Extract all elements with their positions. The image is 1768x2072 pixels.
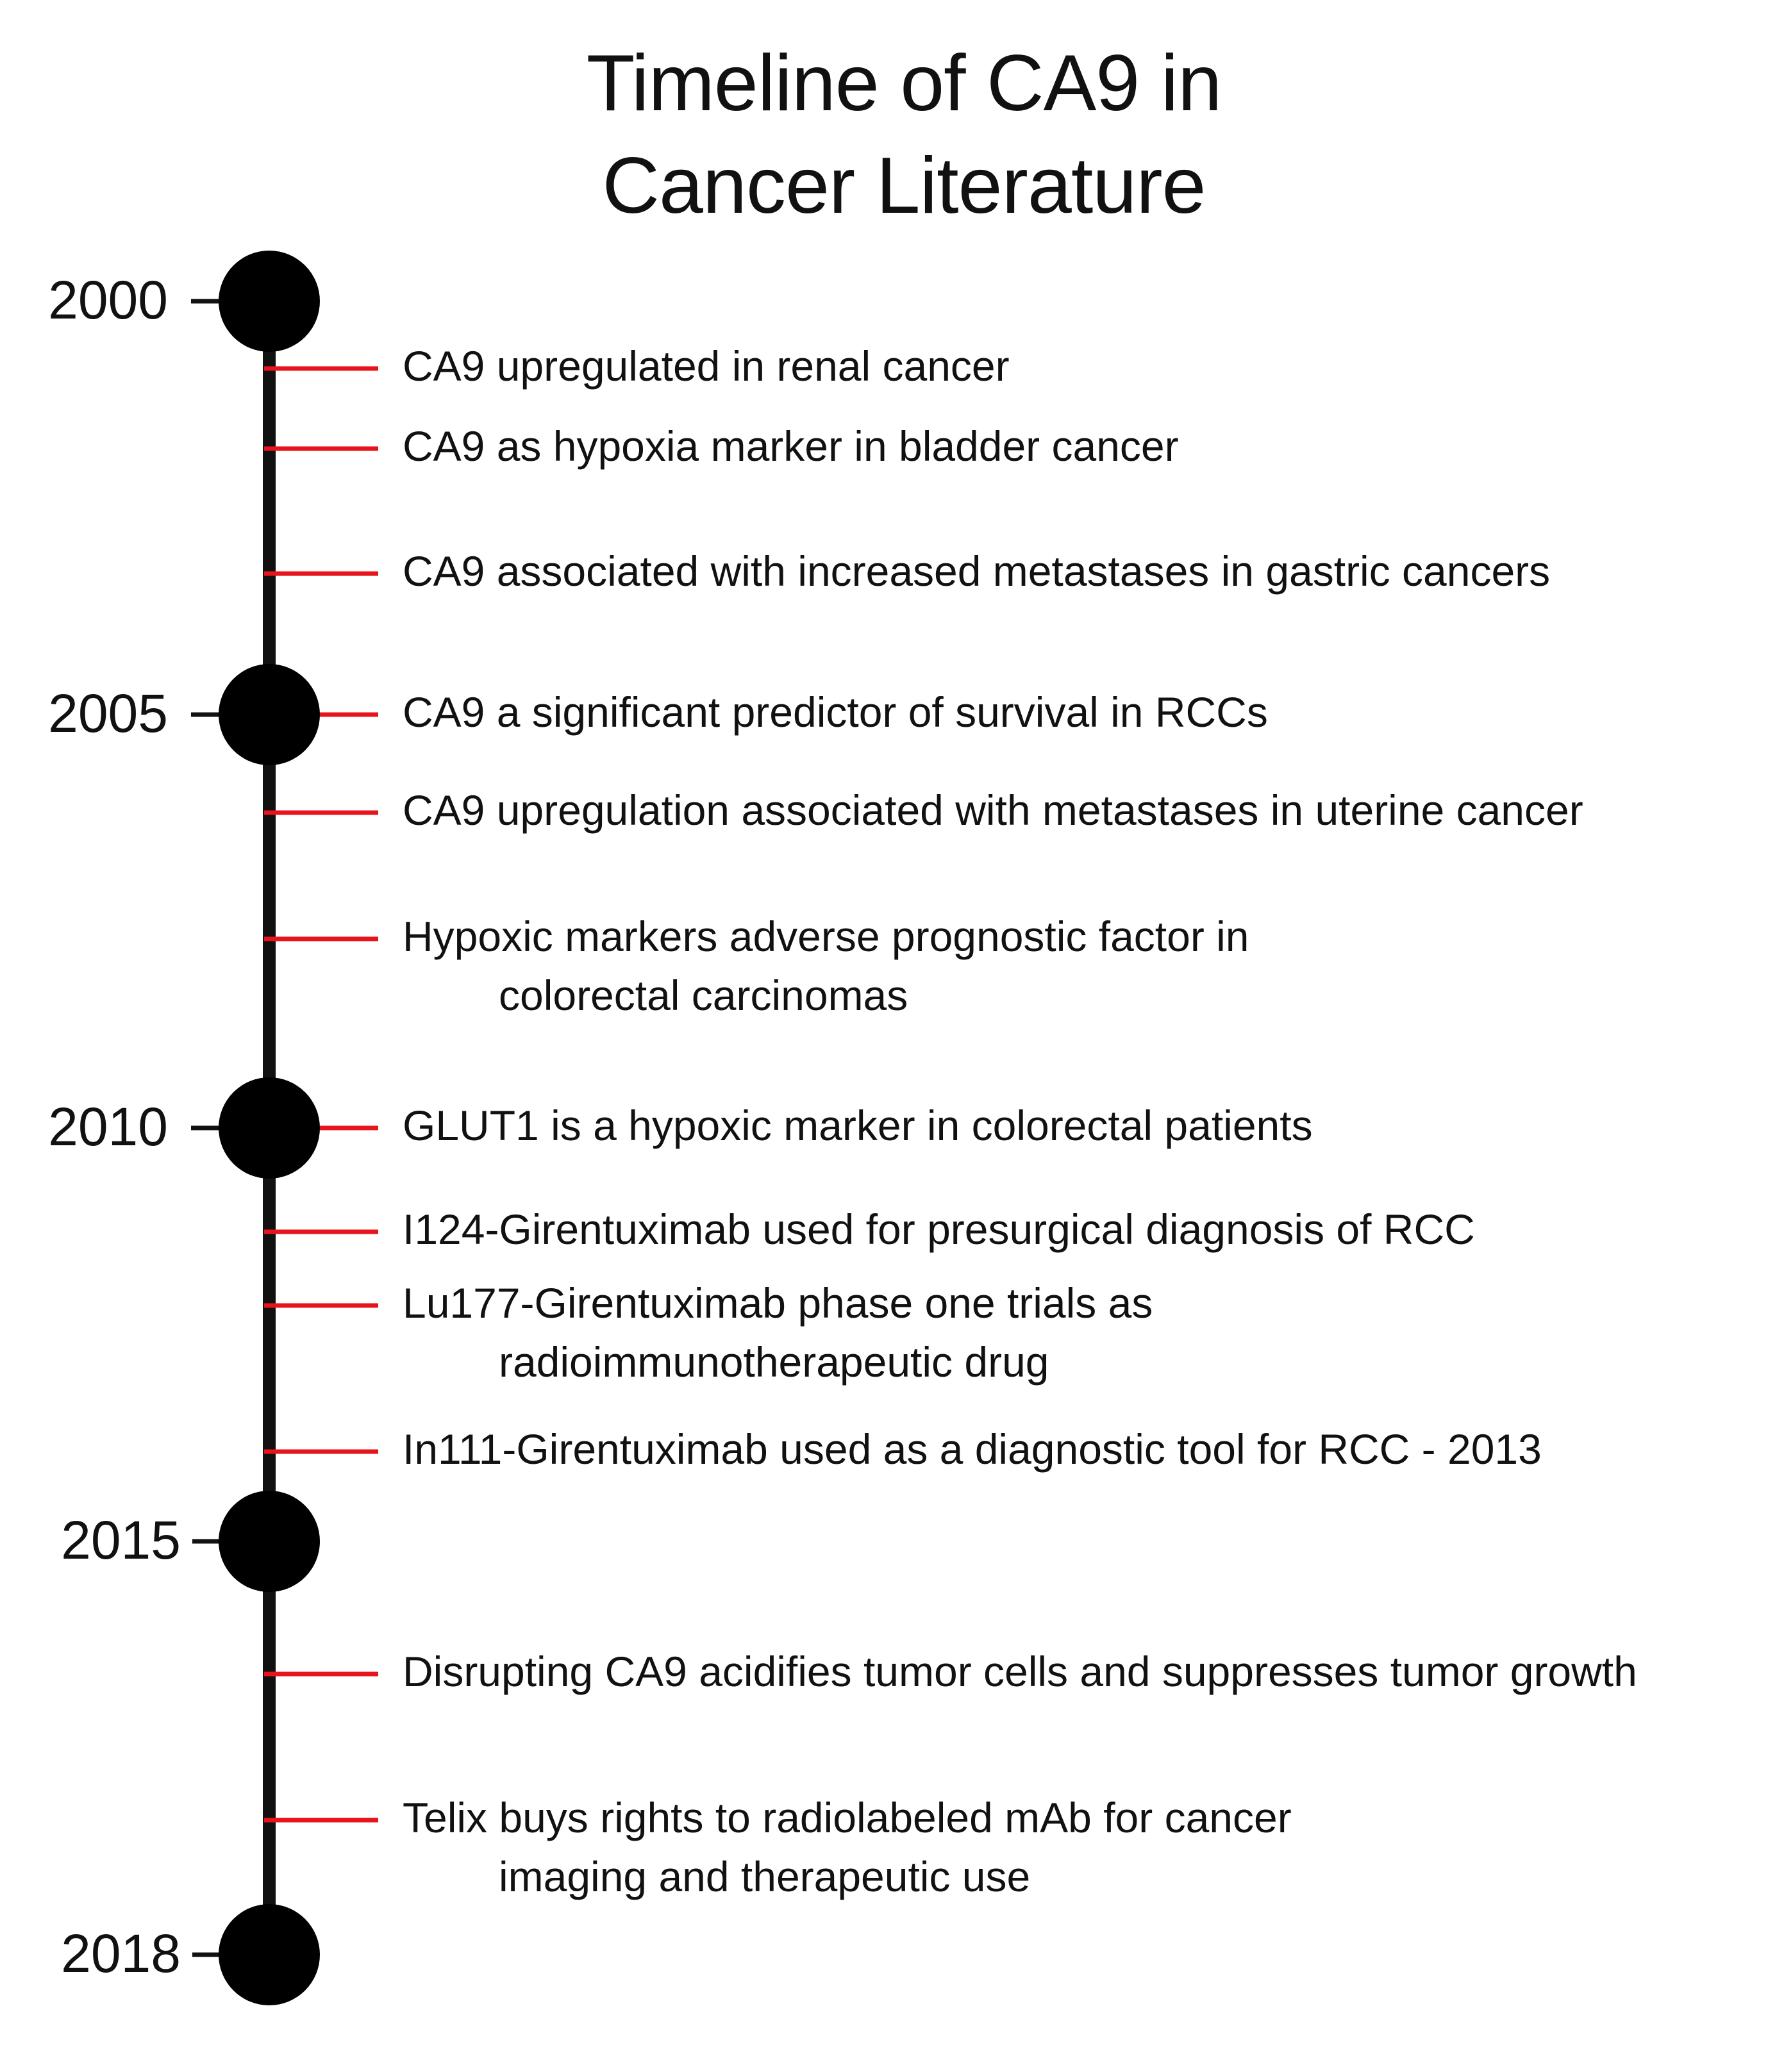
year-label: 2010: [48, 1097, 168, 1157]
year-label: 2000: [48, 270, 168, 330]
event-text-continued: radioimmunotherapeutic drug: [499, 1338, 1049, 1386]
year-label: 2018: [61, 1923, 181, 1984]
event-text: Telix buys rights to radiolabeled mAb fo…: [403, 1794, 1292, 1841]
title-line-2: Cancer Literature: [602, 142, 1206, 230]
event-item: I124-Girentuximab used for presurgical d…: [403, 1200, 1475, 1259]
event-text: CA9 associated with increased metastases…: [403, 547, 1551, 595]
year-label: 2015: [61, 1510, 181, 1570]
year-marker-dot: [219, 251, 320, 352]
event-text: In111-Girentuximab used as a diagnostic …: [403, 1425, 1542, 1473]
event-text: Lu177-Girentuximab phase one trials as: [403, 1279, 1153, 1327]
event-item: Disrupting CA9 acidifies tumor cells and…: [403, 1642, 1637, 1701]
event-text: CA9 upregulation associated with metasta…: [403, 786, 1583, 834]
event-text: CA9 a significant predictor of survival …: [403, 688, 1268, 736]
event-text: Disrupting CA9 acidifies tumor cells and…: [403, 1648, 1637, 1695]
event-text-continued: imaging and therapeutic use: [499, 1853, 1031, 1900]
event-item: CA9 as hypoxia marker in bladder cancer: [403, 417, 1179, 476]
event-item: Lu177-Girentuximab phase one trials as ra…: [403, 1273, 1153, 1391]
title-line-1: Timeline of CA9 in: [586, 39, 1222, 128]
year-marker-dot: [219, 1491, 320, 1592]
event-item: CA9 upregulated in renal cancer: [403, 336, 1010, 395]
event-text: CA9 as hypoxia marker in bladder cancer: [403, 422, 1179, 470]
year-marker-dot: [219, 1077, 320, 1179]
event-item: CA9 upregulation associated with metasta…: [403, 781, 1583, 840]
year-marker-dot: [219, 1904, 320, 2005]
year-marker-dot: [219, 664, 320, 765]
event-item: Hypoxic markers adverse prognostic facto…: [403, 907, 1249, 1025]
diagram-title: Timeline of CA9 in Cancer Literature: [449, 32, 1359, 237]
event-item: In111-Girentuximab used as a diagnostic …: [403, 1420, 1542, 1479]
event-text-continued: colorectal carcinomas: [499, 972, 908, 1019]
event-item: GLUT1 is a hypoxic marker in colorectal …: [403, 1096, 1313, 1155]
event-text: I124-Girentuximab used for presurgical d…: [403, 1206, 1475, 1253]
event-item: Telix buys rights to radiolabeled mAb fo…: [403, 1788, 1292, 1906]
event-item: CA9 a significant predictor of survival …: [403, 683, 1268, 742]
event-text: CA9 upregulated in renal cancer: [403, 342, 1010, 390]
event-text: GLUT1 is a hypoxic marker in colorectal …: [403, 1102, 1313, 1149]
year-label: 2005: [48, 683, 168, 743]
event-text: Hypoxic markers adverse prognostic facto…: [403, 913, 1249, 960]
event-item: CA9 associated with increased metastases…: [403, 542, 1550, 601]
